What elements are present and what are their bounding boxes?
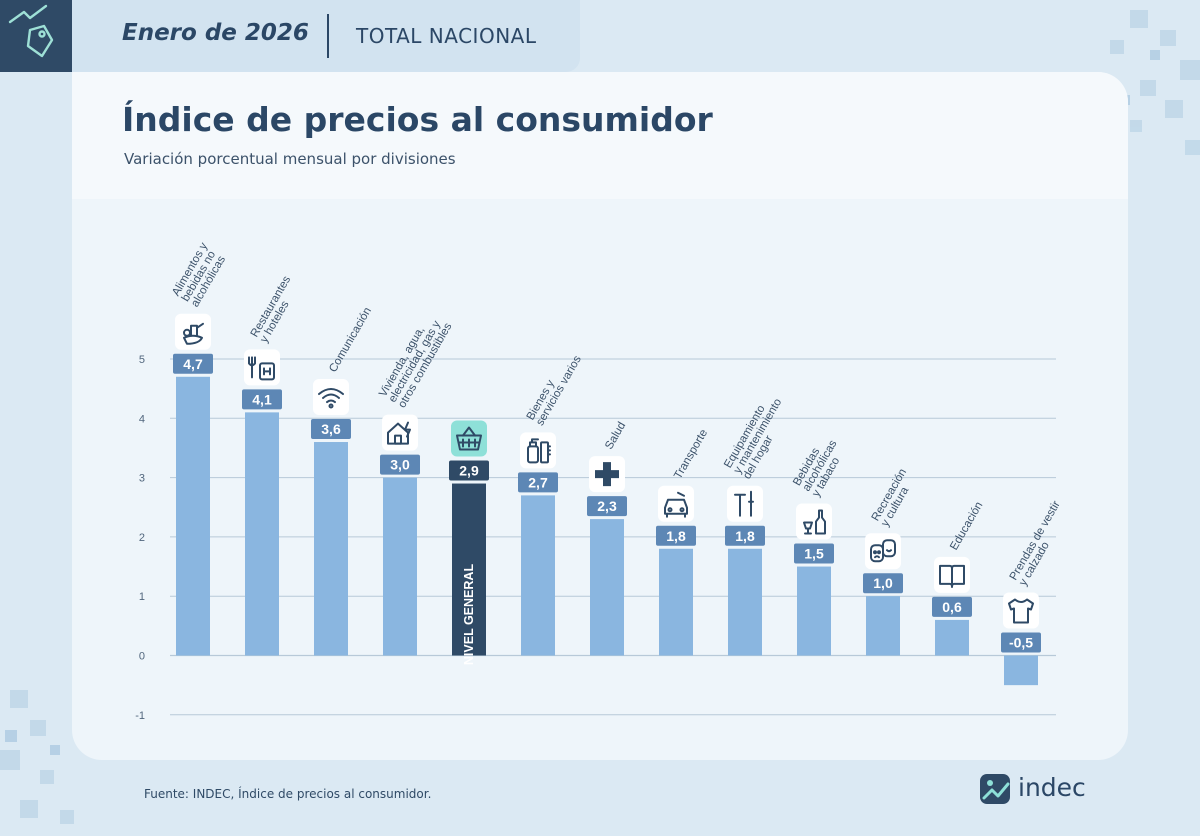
page-subtitle: Variación porcentual mensual por divisio… [124, 150, 456, 168]
value-label: 1,0 [873, 575, 893, 591]
bar [383, 477, 417, 656]
y-tick-label: 5 [139, 354, 145, 366]
value-label: 1,8 [666, 528, 686, 544]
header-divider [327, 14, 329, 58]
value-label-box [1001, 632, 1041, 653]
car-icon [664, 491, 688, 518]
bar [935, 619, 969, 656]
bar [1004, 655, 1038, 686]
personal-care-icon [527, 438, 551, 464]
y-tick-label: 0 [139, 651, 145, 663]
value-label-box [173, 353, 213, 374]
health-cross-icon [595, 462, 619, 487]
nivel-general-label: NIVEL GENERAL [462, 564, 476, 666]
bar [590, 519, 624, 656]
value-label-box [587, 496, 627, 517]
category-label: Vivienda, agua,electricidad, gas yotros … [377, 310, 455, 410]
value-label-box [311, 419, 351, 440]
category-label: Comunicación [327, 305, 374, 374]
restaurant-hotel-icon [248, 356, 275, 381]
book-icon [939, 564, 965, 588]
bottle-glass-icon [803, 509, 826, 535]
value-label: 1,8 [735, 528, 755, 544]
category-label: Bebidasalcohólicasy tabaco [791, 433, 849, 499]
value-label-box [518, 472, 558, 493]
value-label-box [242, 389, 282, 410]
wifi-icon [318, 388, 344, 409]
value-label-box [794, 543, 834, 564]
bar [452, 483, 486, 656]
bar [176, 376, 210, 656]
value-label-box [932, 596, 972, 617]
page-title: Índice de precios al consumidor [122, 100, 713, 139]
category-label: Salud [603, 420, 628, 451]
value-label: -0,5 [1009, 635, 1033, 651]
category-label: Prendas de vestiry calzado [1008, 499, 1073, 588]
category-label: Equipamientoy mantenimientodel hogar [722, 391, 794, 481]
tshirt-icon [1008, 598, 1034, 624]
indec-logo-icon [980, 774, 1010, 804]
shopping-basket-icon [456, 426, 482, 451]
bar [314, 442, 348, 656]
category-label: Transporte [672, 427, 710, 481]
category-label: Recreacióny cultura [870, 467, 919, 529]
value-label: 4,7 [183, 356, 203, 372]
period-label: Enero de 2026 [122, 20, 309, 46]
value-label-box [380, 454, 420, 475]
y-tick-label: 3 [139, 473, 145, 485]
value-label-box [656, 525, 696, 546]
source-note: Fuente: INDEC, Índice de precios al cons… [144, 787, 432, 801]
bar [797, 566, 831, 656]
value-label-box [725, 525, 765, 546]
bar [866, 596, 900, 656]
category-label: Bienes yservicios varios [525, 348, 584, 428]
house-energy-icon [387, 421, 411, 445]
bar [728, 548, 762, 656]
price-tag-logo-icon [0, 0, 72, 72]
scope-label: TOTAL NACIONAL [356, 24, 537, 48]
wifi-icon-tile [313, 379, 349, 416]
value-label: 3,0 [390, 457, 410, 473]
value-label-box [449, 460, 489, 481]
car-icon-tile [658, 485, 694, 522]
value-label: 0,6 [942, 599, 962, 615]
value-label: 2,7 [528, 474, 548, 490]
category-label: Alimentos ybebidas noalcohólicas [170, 241, 229, 310]
y-tick-label: 2 [139, 532, 145, 544]
card-header [72, 72, 1128, 199]
category-label: Educación [948, 500, 985, 553]
tools-icon-tile [727, 485, 763, 522]
value-label: 2,9 [459, 463, 479, 479]
value-label: 1,5 [804, 546, 824, 562]
bar [659, 548, 693, 656]
bottle-glass-icon-tile [796, 503, 832, 540]
category-label: Restaurantesy hoteles [249, 274, 303, 345]
bar [521, 495, 555, 656]
food-basket-icon-tile [175, 313, 211, 350]
y-tick-label: -1 [135, 710, 145, 722]
food-basket-icon [183, 322, 204, 345]
brand-name: indec [1018, 773, 1086, 802]
y-tick-label: 1 [139, 591, 145, 603]
bar [245, 412, 279, 656]
y-tick-label: 4 [139, 413, 145, 425]
header-band [0, 0, 580, 72]
tools-icon [734, 490, 754, 517]
theater-masks-icon [870, 539, 896, 563]
value-label: 4,1 [252, 391, 272, 407]
value-label-box [863, 573, 903, 594]
value-label: 3,6 [321, 421, 341, 437]
value-label: 2,3 [597, 498, 617, 514]
